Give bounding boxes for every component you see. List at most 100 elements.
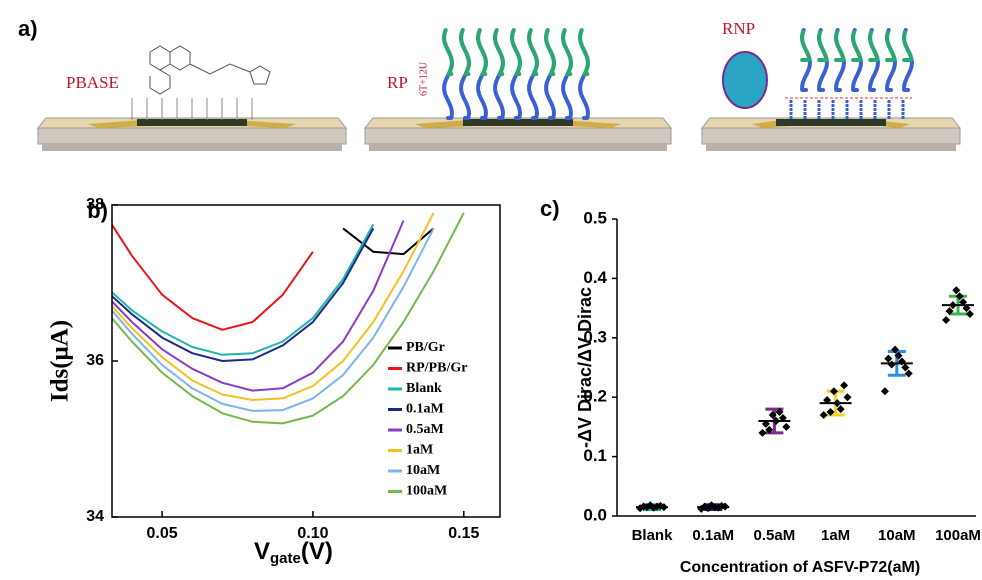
rnp-label: RNP <box>722 19 755 38</box>
legend-label: 10aM <box>406 463 440 478</box>
x-axis-label-part: (V) <box>301 538 333 565</box>
strand-upper <box>475 28 488 76</box>
gold-pad <box>232 120 296 128</box>
data-point <box>955 292 964 301</box>
pbase-molecule <box>149 45 271 95</box>
y-tick-label: 0.4 <box>583 268 607 287</box>
series-line <box>112 223 314 331</box>
gold-pad <box>415 120 478 128</box>
data-point <box>884 354 893 363</box>
x-tick-label: 0.05 <box>147 525 178 542</box>
series-line <box>112 224 375 356</box>
series-line <box>112 220 405 392</box>
x-tick-label: 0.10 <box>297 525 328 542</box>
substrate-base <box>369 144 667 151</box>
strand-upper <box>560 28 573 76</box>
strand-upper <box>851 30 864 62</box>
rp-label: RP <box>387 73 408 92</box>
x-axis-label: Vgate(V) <box>254 538 333 567</box>
y-tick-label: 0.0 <box>583 505 607 524</box>
series-line <box>112 212 465 425</box>
substrate-side <box>37 127 347 145</box>
data-point <box>826 408 835 417</box>
data-point <box>829 387 838 396</box>
data-point <box>819 411 828 420</box>
data-point <box>901 363 910 372</box>
y-tick-label: 0.5 <box>583 208 607 227</box>
x-tick-label: 0.1aM <box>692 527 734 544</box>
y-tick-label: 0.2 <box>583 387 607 406</box>
strand-upper <box>526 28 539 76</box>
legend-label: 0.5aM <box>406 422 444 437</box>
data-point <box>765 425 774 434</box>
pbase-label: PBASE <box>66 73 119 92</box>
series-line <box>112 227 375 362</box>
strand-upper <box>868 30 881 62</box>
strand-upper <box>817 30 830 62</box>
panel-label: a) <box>18 16 38 41</box>
data-point <box>945 307 954 316</box>
strand-upper <box>800 30 813 62</box>
strand-upper <box>441 28 454 76</box>
legend-label: 1aM <box>406 443 433 458</box>
substrate-side <box>364 127 672 145</box>
y-tick-label: 38 <box>86 196 104 213</box>
y-tick-label: 36 <box>86 352 104 369</box>
legend-label: PB/Gr <box>406 340 445 355</box>
gold-pad <box>558 120 621 128</box>
y-tick-label: 0.1 <box>583 446 607 465</box>
x-tick-label: 1aM <box>821 527 850 544</box>
x-tick-label: Blank <box>632 527 674 544</box>
x-tick-label: 100aM <box>935 527 981 544</box>
data-point <box>782 422 791 431</box>
x-axis-label: Concentration of ASFV-P72(aM) <box>680 559 920 576</box>
data-point <box>880 387 889 396</box>
data-point <box>840 381 849 390</box>
strand-upper <box>834 30 847 62</box>
panel-label: b) <box>87 198 108 223</box>
x-tick-label: 0.5aM <box>754 527 796 544</box>
legend-label: 100aM <box>406 484 447 499</box>
series-line <box>112 227 435 412</box>
substrate-base <box>706 144 956 151</box>
graphene <box>463 119 573 126</box>
strand-upper <box>543 28 556 76</box>
y-axis-label: -ΔV Dirac/ΔV Dirac <box>575 287 595 448</box>
graphene <box>137 119 247 126</box>
strand-upper <box>885 30 898 62</box>
strand-upper <box>577 28 590 76</box>
gold-pad <box>88 120 152 128</box>
strand-upper <box>509 28 522 76</box>
legend-label: 0.1aM <box>406 402 444 417</box>
strand-upper <box>492 28 505 76</box>
data-point <box>758 428 767 437</box>
y-tick-label: 34 <box>86 508 104 525</box>
data-point <box>894 351 903 360</box>
data-point <box>952 286 961 295</box>
data-point <box>965 310 974 319</box>
panel-label: c) <box>540 196 560 221</box>
x-tick-label: 10aM <box>878 527 916 544</box>
y-axis-label: Ids(μA) <box>47 320 74 402</box>
x-tick-label: 0.15 <box>448 525 479 542</box>
rnp-protein <box>722 51 768 109</box>
strand-upper <box>902 30 915 62</box>
series-line <box>112 212 435 401</box>
illustrations <box>36 28 962 151</box>
plot-frame <box>111 204 501 518</box>
graphene <box>776 119 886 126</box>
data-point <box>942 315 951 324</box>
data-point <box>836 405 845 414</box>
data-point <box>775 408 784 417</box>
y-tick-label: 0.3 <box>583 327 607 346</box>
rp-sub-label: 6T+12U <box>418 61 429 96</box>
substrate-side <box>701 127 961 145</box>
data-point <box>891 345 900 354</box>
substrate-base <box>42 144 342 151</box>
legend-label: Blank <box>406 381 442 396</box>
strand-upper <box>458 28 471 76</box>
x-axis-label-part: gate <box>270 550 301 567</box>
x-axis-label-part: V <box>254 538 270 565</box>
data-point <box>904 369 913 378</box>
